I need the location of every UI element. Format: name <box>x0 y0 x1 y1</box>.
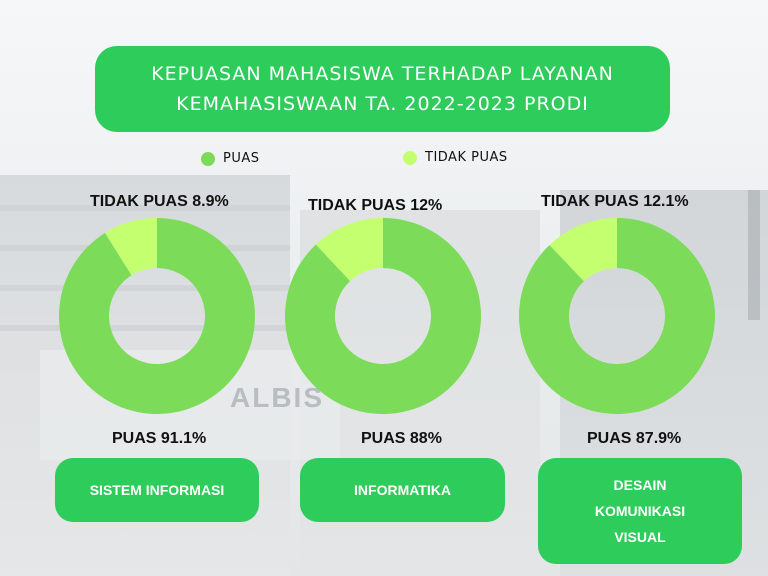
donut-slice-tidak-puas-sistem-informasi <box>105 218 157 276</box>
donut-slice-puas-dkv <box>519 218 715 414</box>
prodi-label-informatika: INFORMATIKA <box>354 482 451 498</box>
chart-title-line1: KEPUASAN MAHASISWA TERHADAP LAYANAN <box>151 63 614 85</box>
label-puas-dkv: PUAS 87.9% <box>587 430 682 447</box>
donut-slice-puas-sistem-informasi <box>58 218 256 414</box>
legend-item-puas: PUAS <box>201 151 260 166</box>
label-tidak-puas-if: TIDAK PUAS 12% <box>308 197 443 214</box>
building-sign-text: ALBIS <box>230 382 324 413</box>
prodi-box-sistem-informasi: SISTEM INFORMASI <box>55 458 259 522</box>
donut-slice-tidak-puas-dkv <box>549 218 617 282</box>
prodi-box-informatika: INFORMATIKA <box>300 458 505 522</box>
prodi-label-dkv-line2: KOMUNIKASI <box>594 503 686 519</box>
prodi-label-dkv-line1: DESAIN <box>613 477 667 493</box>
label-tidak-puas-dkv: TIDAK PUAS 12.1% <box>541 193 689 210</box>
donut-slice-puas-informatika <box>285 218 482 414</box>
legend-item-tidak-puas: TIDAK PUAS <box>403 150 508 165</box>
building-pole <box>748 190 760 320</box>
legend-label-puas: PUAS <box>223 151 260 166</box>
legend-label-tidak-puas: TIDAK PUAS <box>425 150 508 165</box>
label-tidak-puas-si: TIDAK PUAS 8.9% <box>90 193 229 210</box>
label-puas-si: PUAS 91.1% <box>112 430 207 447</box>
chart-title-line2: KEMAHASISWAAN TA. 2022-2023 PRODI <box>176 93 589 115</box>
chart-title-box: KEPUASAN MAHASISWA TERHADAP LAYANAN KEMA… <box>95 46 670 132</box>
legend-swatch-puas <box>201 151 215 166</box>
prodi-box-dkv: DESAIN KOMUNIKASI VISUAL <box>538 458 742 564</box>
prodi-label-dkv-line3: VISUAL <box>614 529 666 545</box>
legend-swatch-tidak-puas <box>403 150 417 165</box>
label-puas-if: PUAS 88% <box>361 430 442 447</box>
donut-slice-tidak-puas-informatika <box>315 218 383 282</box>
prodi-label-sistem-informasi: SISTEM INFORMASI <box>89 482 225 498</box>
